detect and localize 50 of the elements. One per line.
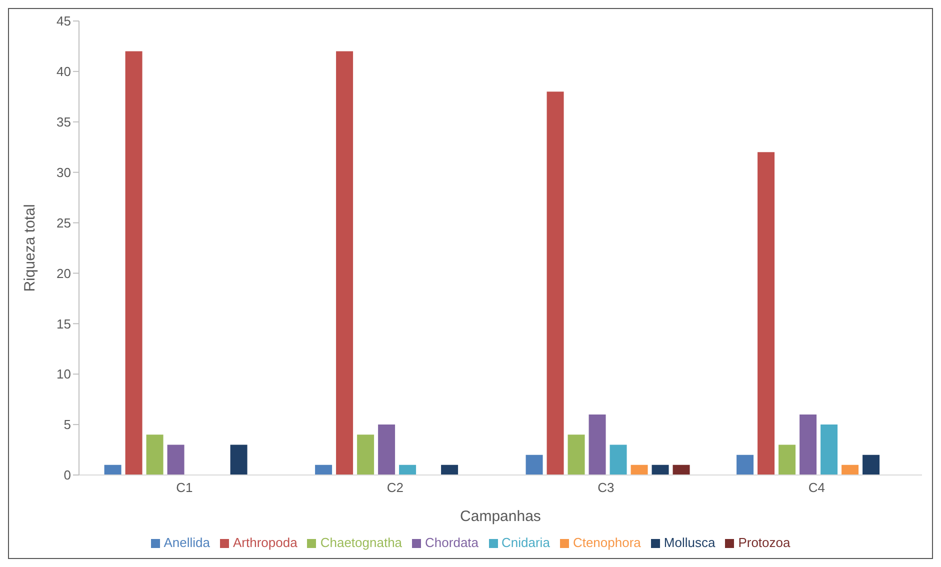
legend-label: Ctenophora <box>572 535 641 550</box>
bar <box>146 434 164 475</box>
bar <box>630 464 648 475</box>
legend-label: Chaetognatha <box>320 535 402 550</box>
bar <box>378 424 396 475</box>
bar <box>588 414 606 475</box>
bar <box>862 454 880 475</box>
bar <box>546 92 564 475</box>
bar <box>526 454 543 475</box>
bar <box>399 464 416 475</box>
y-tick-label: 25 <box>56 215 71 230</box>
x-tick-label: C1 <box>176 480 193 496</box>
bar <box>568 434 585 475</box>
bar <box>167 444 184 475</box>
legend-label: Anellida <box>164 535 210 550</box>
y-tick-label: 15 <box>56 316 71 332</box>
x-axis-title: Campanhas <box>460 508 541 525</box>
x-tick-label: C2 <box>386 480 404 496</box>
y-tick-label: 40 <box>56 64 71 80</box>
legend-label: Protozoa <box>738 535 790 550</box>
bar <box>800 414 817 475</box>
bar <box>125 51 142 475</box>
bar <box>336 51 354 475</box>
bar <box>820 424 838 475</box>
bar <box>230 444 248 475</box>
legend-label: Cnidaria <box>502 535 550 550</box>
y-tick-label: 35 <box>56 114 71 130</box>
bar <box>758 152 775 475</box>
y-tick-label: 30 <box>56 164 71 180</box>
y-tick-label: 5 <box>64 417 71 432</box>
bar <box>610 444 627 475</box>
y-axis-title: Riqueza total <box>21 204 38 292</box>
legend-label: Mollusca <box>664 535 716 550</box>
y-tick-label: 20 <box>56 266 71 281</box>
x-tick-label: C4 <box>808 480 825 496</box>
x-tick-label: C3 <box>598 480 614 496</box>
bar <box>357 434 374 475</box>
y-tick-label: 45 <box>56 14 71 29</box>
bar <box>778 444 796 475</box>
bar <box>104 464 122 475</box>
bar <box>315 464 332 475</box>
bar <box>652 464 669 475</box>
bar <box>672 464 690 475</box>
bar <box>842 464 859 475</box>
bar <box>441 464 458 475</box>
y-tick-label: 10 <box>56 366 71 382</box>
legend-label: Arthropoda <box>233 535 298 550</box>
bar <box>736 454 754 475</box>
legend-label: Chordata <box>425 535 479 550</box>
y-tick-label: 0 <box>64 468 71 483</box>
